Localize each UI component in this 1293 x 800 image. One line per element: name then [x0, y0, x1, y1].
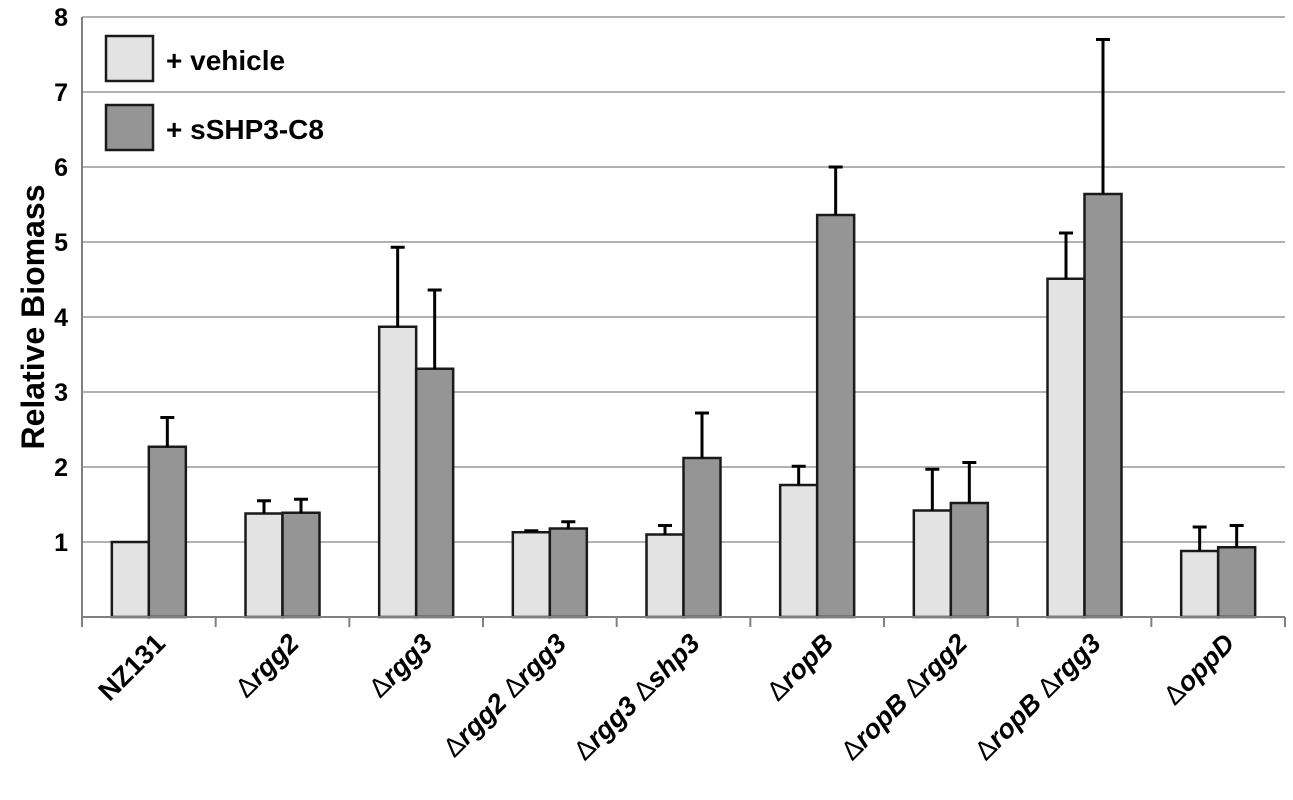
error-bars — [160, 38, 1244, 551]
bar-sshp3-c8 — [682, 456, 722, 619]
error-bar — [828, 165, 843, 215]
x-tick-label: Δrgg2 — [229, 628, 304, 703]
bar-sshp3-c8 — [414, 367, 455, 619]
error-bar — [925, 467, 940, 511]
error-bar — [1192, 525, 1207, 551]
bar-vehicle — [110, 540, 151, 619]
error-bar — [524, 529, 539, 533]
error-bar — [1096, 38, 1110, 194]
x-tick-label: ΔoppD — [1158, 628, 1241, 711]
bar-sshp3-c8 — [949, 501, 990, 619]
legend: + vehicle + sSHP3-C8 — [104, 34, 324, 152]
y-tick-labels: 1 2 3 4 5 6 7 8 — [54, 4, 68, 557]
y-tick-label: 3 — [54, 379, 68, 407]
bar-sshp3-c8 — [548, 527, 589, 619]
y-axis-label: Relative Biomass — [15, 184, 51, 449]
bar-sshp3-c8 — [815, 213, 856, 619]
x-tick-label: NZ131 — [93, 628, 172, 707]
error-bar — [695, 411, 709, 458]
bar-vehicle — [912, 509, 953, 619]
bar-sshp3-c8 — [147, 445, 188, 619]
bar-vehicle — [1046, 277, 1086, 619]
error-bar — [561, 520, 576, 529]
bar-vehicle — [244, 512, 284, 619]
x-tick-label: Δrgg3 — [363, 628, 438, 703]
error-bar — [1059, 231, 1073, 279]
legend-swatch-vehicle — [104, 34, 155, 83]
bar-vehicle — [645, 533, 685, 619]
bar-vehicle — [511, 531, 552, 619]
x-tick-label: Δrgg2 Δrgg3 — [437, 628, 572, 763]
bar-vehicle — [1179, 549, 1220, 619]
y-tick-label: 2 — [54, 454, 68, 482]
error-bar — [427, 288, 442, 369]
error-bar — [962, 461, 977, 503]
bar-vehicle — [778, 483, 819, 619]
x-tick-label: ΔropB — [761, 628, 840, 707]
axes — [81, 17, 1286, 627]
x-tick-label: ΔropB Δrgg2 — [835, 628, 973, 766]
bar-vehicle — [377, 325, 418, 619]
y-tick-label: 6 — [54, 154, 68, 182]
error-bar — [390, 245, 405, 327]
error-bar — [257, 499, 271, 514]
bar-sshp3-c8 — [1083, 192, 1123, 619]
bars — [110, 192, 1257, 619]
legend-label-sshp3-c8: + sSHP3-C8 — [166, 114, 324, 145]
bar-sshp3-c8 — [1216, 546, 1257, 619]
x-tick-label: ΔropB Δrgg3 — [969, 628, 1107, 766]
error-bar — [1229, 524, 1244, 548]
error-bar — [160, 416, 175, 447]
error-bar — [658, 524, 672, 535]
y-tick-label: 1 — [54, 529, 68, 557]
y-tick-label: 4 — [54, 304, 68, 332]
grid-lines — [82, 16, 1285, 543]
y-tick-label: 8 — [54, 4, 68, 32]
x-tick-label: Δrgg3 Δshp3 — [568, 628, 706, 766]
bar-sshp3-c8 — [281, 511, 321, 619]
legend-label-vehicle: + vehicle — [166, 45, 285, 76]
y-tick-label: 7 — [54, 79, 68, 107]
error-bar — [791, 464, 806, 485]
y-tick-label: 5 — [54, 229, 68, 257]
error-bar — [294, 497, 308, 513]
legend-swatch-sshp3-c8 — [104, 103, 155, 152]
